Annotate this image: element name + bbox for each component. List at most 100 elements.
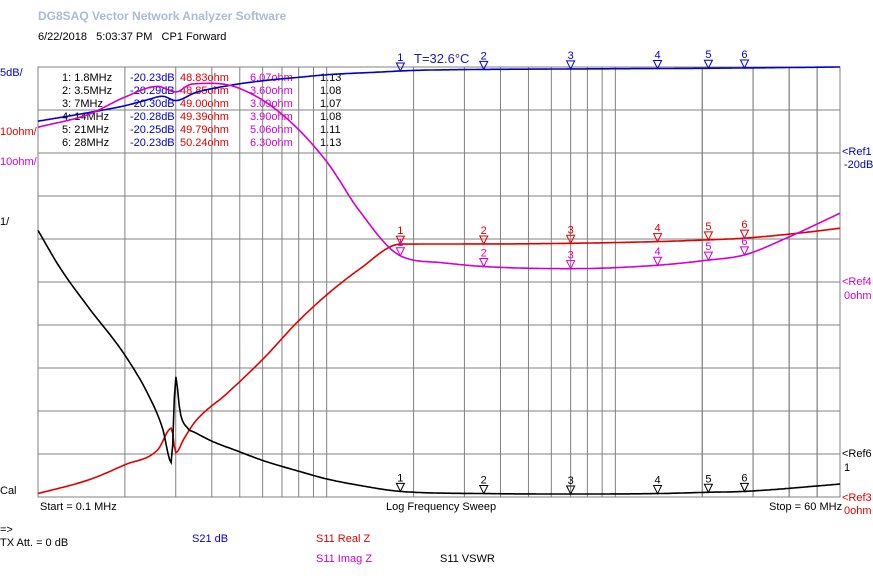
- marker-triangle: [478, 60, 489, 71]
- marker-number: 6: [741, 472, 747, 484]
- marker-vswr: 1.08: [320, 85, 342, 97]
- marker-number: 5: [705, 49, 711, 61]
- marker-number: 4: [654, 50, 660, 62]
- marker-number: 4: [654, 223, 660, 235]
- time: 5:03:37 PM: [96, 31, 153, 43]
- marker-number: 5: [705, 473, 711, 485]
- trace-s21: [37, 66, 840, 122]
- start-label: Start = 0.1 MHz: [40, 501, 117, 513]
- marker-triangle: [652, 60, 663, 70]
- marker-labels: 1 2 3 4 5 6 1 2 3 4 5 6 1 2 3 4 5 6 1 2 3 4 5 6: [395, 49, 750, 496]
- marker-label: 3: 7MHz: [62, 98, 103, 110]
- marker-real: 50.24ohm: [180, 137, 229, 149]
- trace-vswr: [37, 229, 841, 495]
- marker-number: 6: [741, 219, 747, 231]
- marker-number: 6: [741, 49, 747, 61]
- marker-triangle: [478, 258, 489, 268]
- marker-number: 1: [397, 52, 403, 64]
- marker-triangle: [739, 482, 750, 493]
- marker-vswr: 1.11: [320, 124, 341, 136]
- marker-number: 4: [654, 246, 660, 258]
- mode: CP1 Forward: [161, 31, 227, 43]
- trace-imag: [37, 82, 841, 270]
- marker-s21: -20.23dB: [130, 137, 175, 149]
- ref1-value: -20dB: [844, 159, 873, 171]
- marker-triangle: [395, 235, 406, 246]
- marker-number: 5: [705, 221, 711, 233]
- marker-triangle: [478, 235, 489, 246]
- marker-s21: -20.23dB: [130, 72, 175, 84]
- plot-frame: [37, 66, 841, 498]
- arrow-label: =>: [0, 524, 13, 536]
- s21-scale-label: 5dB/: [0, 67, 23, 79]
- marker-number: 6: [741, 236, 747, 248]
- marker-triangle: [703, 59, 714, 70]
- ref4-label: <Ref4: [842, 276, 872, 288]
- marker-triangle: [395, 482, 406, 493]
- marker-triangle: [739, 59, 750, 70]
- legend-s21: S21 dB: [192, 533, 229, 545]
- marker-triangle: [565, 60, 576, 71]
- marker-label: 1: 1.8MHz: [62, 72, 113, 84]
- real-scale-label: 10ohm/: [0, 126, 37, 138]
- marker-number: 3: [568, 224, 574, 236]
- ref6-label: <Ref6: [842, 448, 872, 460]
- marker-label: 2: 3.5MHz: [62, 85, 113, 97]
- marker-triangle: [395, 247, 406, 257]
- marker-triangle: [703, 483, 714, 494]
- date: 6/22/2018: [38, 31, 87, 43]
- marker-triangle: [652, 233, 663, 243]
- ref3-label: <Ref3: [842, 492, 872, 504]
- marker-triangle: [565, 485, 576, 496]
- marker-real: 49.00ohm: [180, 98, 229, 110]
- cal-label: Cal: [0, 485, 17, 497]
- marker-triangle: [703, 231, 714, 241]
- sweep-label: Log Frequency Sweep: [386, 501, 497, 513]
- marker-s21: -20.25dB: [130, 124, 175, 136]
- ref4-value: 0ohm: [844, 290, 872, 302]
- marker-triangle: [652, 256, 663, 267]
- marker-number: 2: [481, 50, 487, 62]
- imag-scale-label: 10ohm/: [0, 156, 37, 168]
- marker-real: 48.83ohm: [180, 72, 229, 84]
- traces: [37, 66, 841, 495]
- marker-number: 5: [705, 241, 711, 253]
- legend-vswr: S11 VSWR: [440, 553, 495, 565]
- marker-number: 2: [481, 225, 487, 237]
- marker-number: 2: [481, 475, 487, 487]
- ref6-value: 1: [844, 462, 851, 474]
- tx-att-label: TX Att. = 0 dB: [0, 537, 69, 549]
- marker-vswr: 1.13: [320, 137, 342, 149]
- legend-real: S11 Real Z: [316, 533, 371, 545]
- marker-triangle: [478, 485, 489, 495]
- marker-number: 1: [397, 237, 403, 249]
- marker-triangle: [395, 62, 406, 73]
- marker-number: 3: [568, 475, 574, 487]
- marker-number: 3: [568, 250, 574, 262]
- marker-triangle: [739, 246, 750, 257]
- marker-row: 6: 28MHz -20.23dB 50.24ohm 6.30ohm 1.13: [62, 137, 360, 150]
- marker-number: 1: [397, 225, 403, 237]
- marker-number: 3: [568, 50, 574, 62]
- marker-vswr: 1.07: [320, 98, 342, 110]
- marker-triangle: [652, 485, 663, 495]
- marker-number: 2: [481, 248, 487, 260]
- marker-number: 4: [654, 475, 660, 487]
- marker-number: 1: [397, 472, 403, 484]
- stop-label: Stop = 60 MHz: [769, 501, 843, 513]
- legend-imag: S11 Imag Z: [316, 553, 373, 565]
- marker-vswr: 1.08: [320, 111, 342, 123]
- trace-real: [37, 227, 841, 495]
- ref3-value: 0ohm: [844, 505, 872, 517]
- marker-triangle: [703, 251, 714, 262]
- temperature: T=32.6°C: [414, 51, 470, 66]
- marker-real: 49.79ohm: [180, 124, 229, 136]
- ref1-label: <Ref1: [842, 146, 872, 158]
- marker-triangle: [565, 260, 576, 270]
- vswr-scale-label: 1/: [0, 216, 10, 228]
- marker-real: 49.39ohm: [180, 111, 229, 123]
- marker-label: 5: 21MHz: [62, 124, 110, 136]
- marker-triangle: [565, 234, 576, 245]
- app-title: DG8SAQ Vector Network Analyzer Software: [38, 9, 287, 23]
